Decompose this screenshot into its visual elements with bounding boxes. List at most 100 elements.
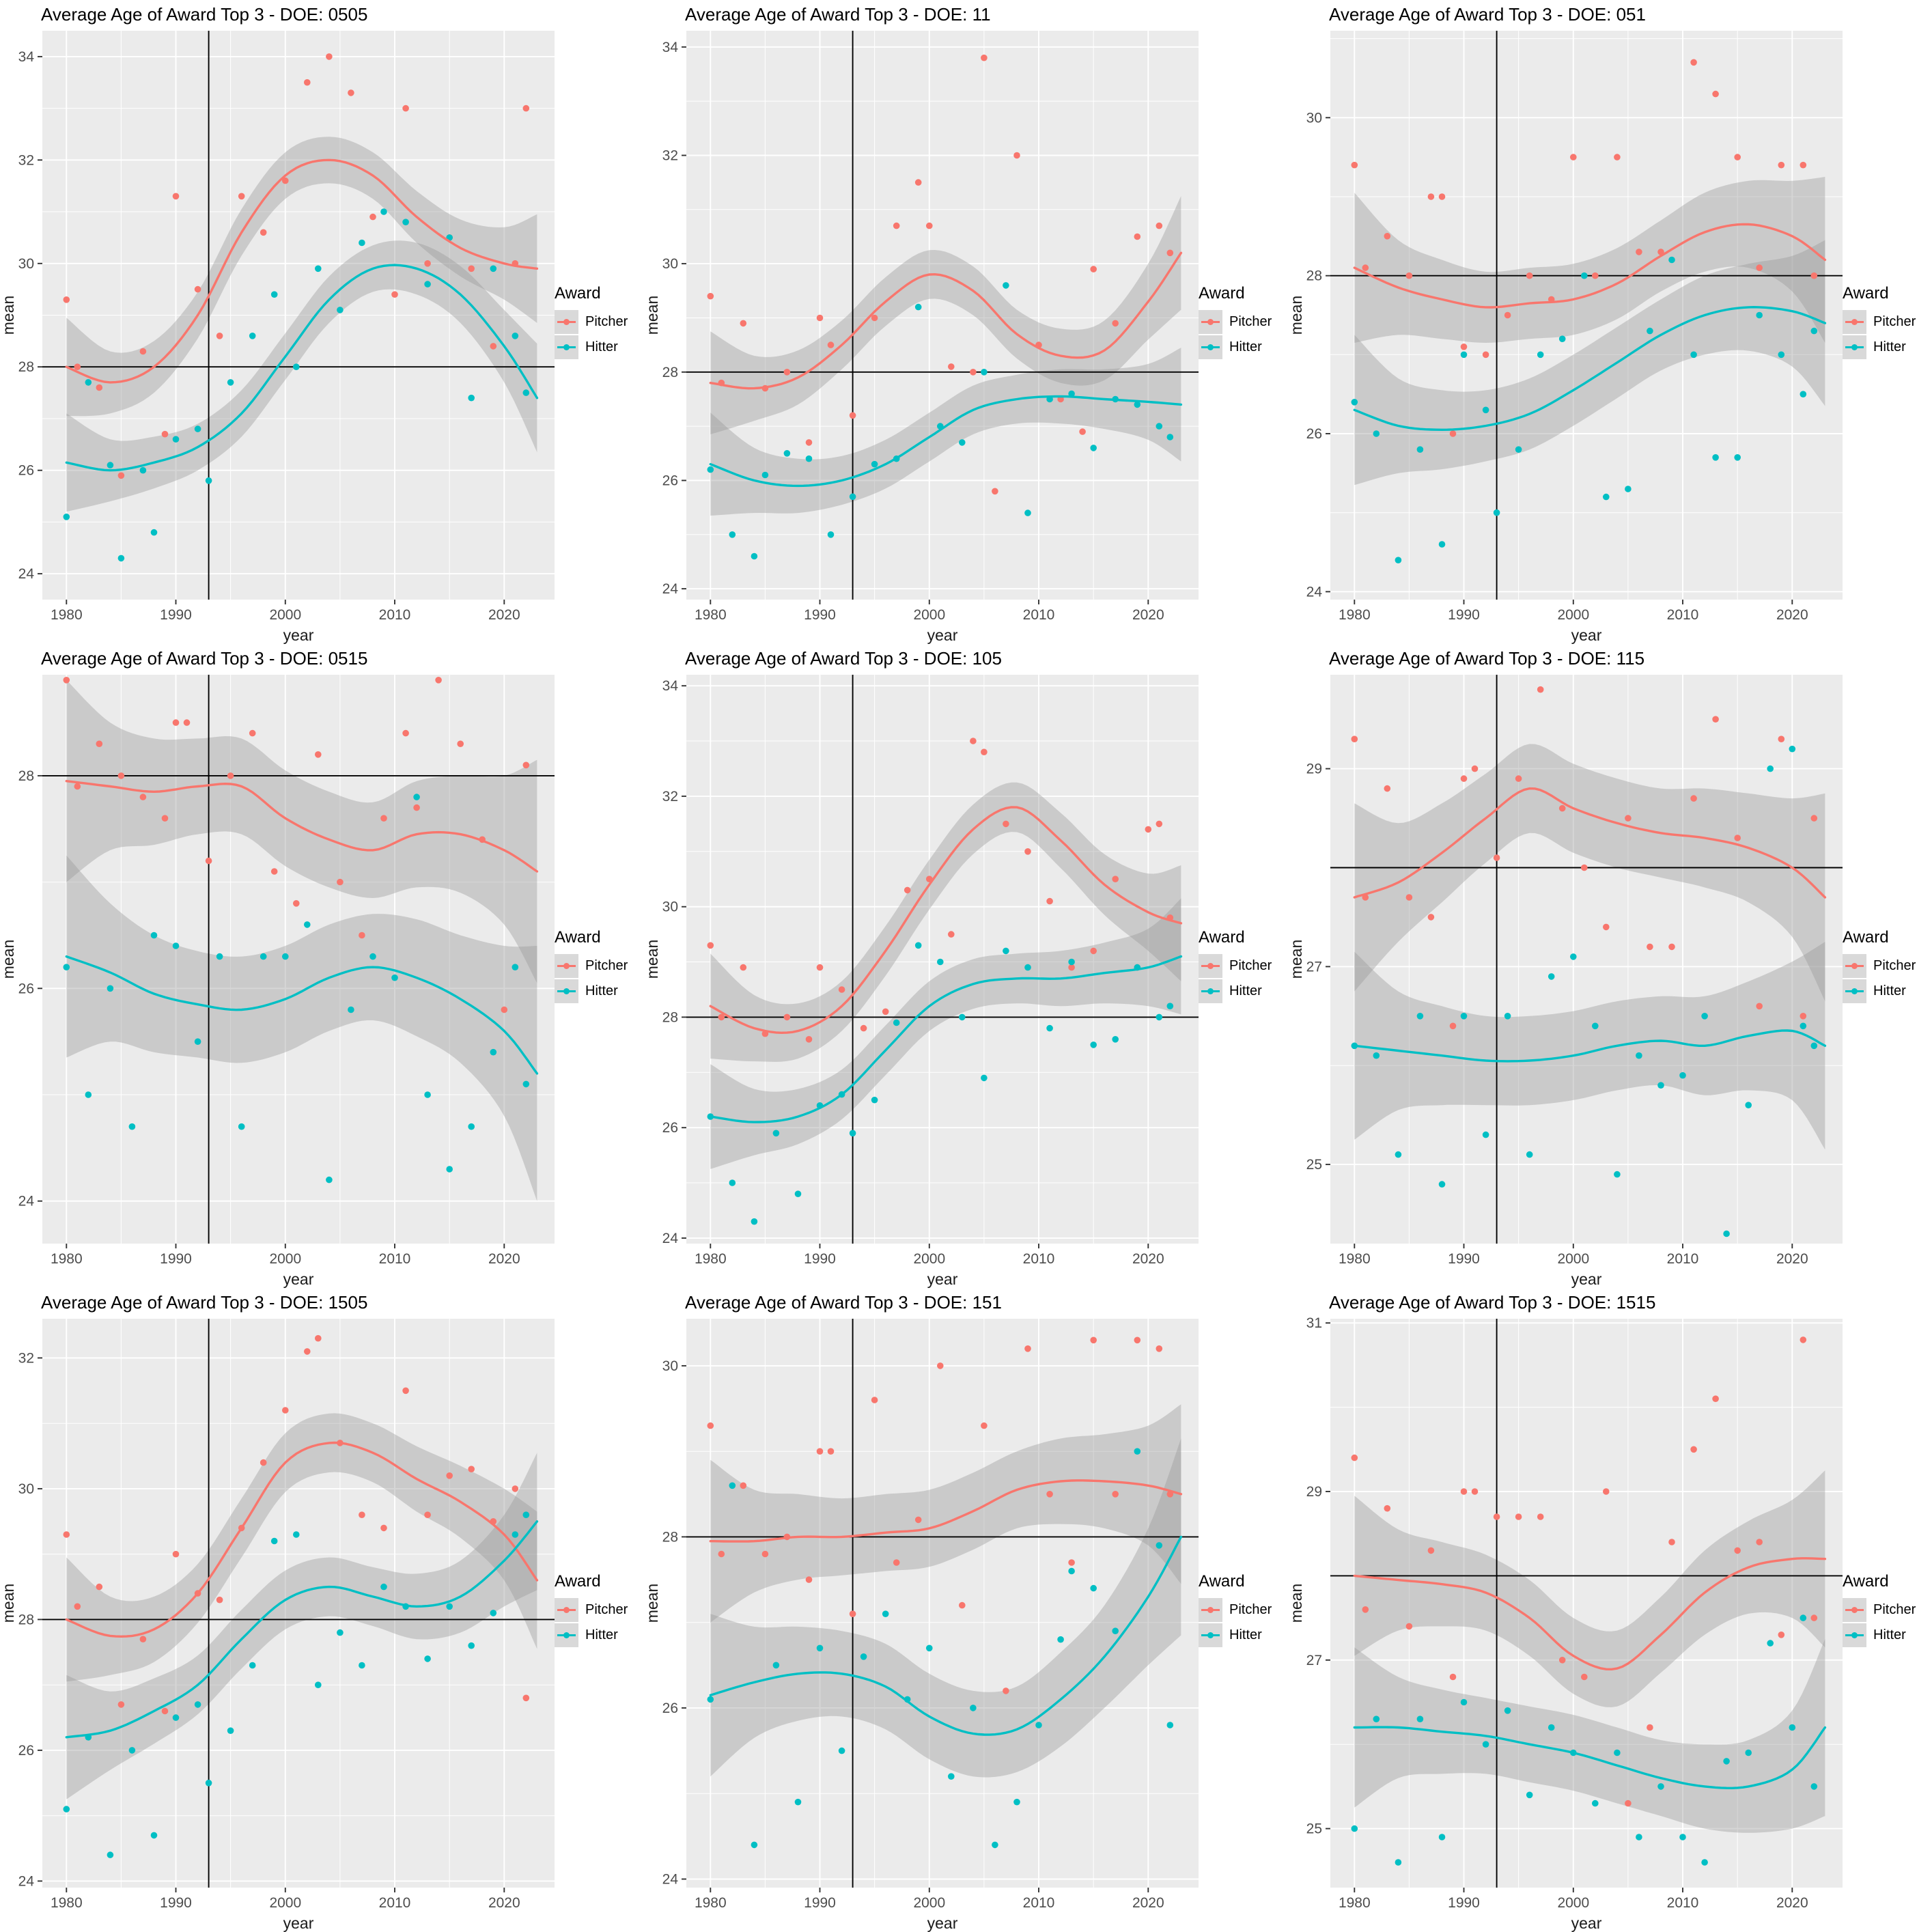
svg-text:1980: 1980 [51,607,83,623]
svg-text:31: 31 [1306,1315,1322,1331]
svg-text:24: 24 [662,581,679,597]
svg-text:1990: 1990 [160,1251,192,1267]
legend-label-pitcher: Pitcher [585,1601,628,1617]
svg-text:28: 28 [1306,268,1322,284]
svg-text:2000: 2000 [1557,1895,1589,1911]
svg-text:34: 34 [662,678,679,694]
svg-text:1990: 1990 [160,1895,192,1911]
legend-item-hitter: Hitter [555,979,642,1003]
subplot-doe-0515: 1980 1990 2000 2010 2020 24 26 28 year mean Avera… [0,644,644,1288]
legend-label-pitcher: Pitcher [1229,1601,1272,1617]
svg-text:26: 26 [662,473,678,489]
svg-text:2020: 2020 [1132,1895,1164,1911]
svg-text:29: 29 [1306,1484,1322,1500]
legend: Award Pitcher Hitter [1843,928,1930,1005]
svg-text:2010: 2010 [1023,607,1055,623]
svg-text:year: year [283,1270,314,1288]
hitter-key-icon [1199,979,1222,1003]
legend-label-hitter: Hitter [585,983,618,998]
legend-title: Award [555,1571,601,1591]
chart-title: Average Age of Award Top 3 - DOE: 051 [1329,4,1646,25]
svg-text:30: 30 [18,256,34,272]
svg-text:mean: mean [1288,296,1305,335]
legend: Award Pitcher Hitter [1843,284,1930,361]
svg-text:34: 34 [18,49,35,65]
hitter-key-icon [555,335,578,359]
legend-label-pitcher: Pitcher [1229,313,1272,329]
legend-item-pitcher: Pitcher [1843,1597,1930,1622]
subplot-doe-0505: 1980 1990 2000 2010 2020 24 26 28 30 32 34 year mean… [0,0,644,644]
svg-text:2010: 2010 [379,1895,411,1911]
svg-text:29: 29 [1306,761,1322,777]
svg-text:26: 26 [18,1743,34,1759]
legend-title: Award [555,927,601,947]
legend-item-pitcher: Pitcher [1199,309,1286,334]
pitcher-key-icon [1843,309,1866,334]
svg-text:year: year [927,1270,958,1288]
svg-text:32: 32 [662,148,678,164]
pitcher-key-icon [1199,953,1222,978]
svg-text:2010: 2010 [379,607,411,623]
pitcher-key-icon [555,309,578,334]
svg-text:year: year [283,1914,314,1932]
legend-label-hitter: Hitter [1873,339,1906,354]
chart-title: Average Age of Award Top 3 - DOE: 1505 [41,1292,368,1313]
svg-text:1990: 1990 [1448,1895,1480,1911]
svg-text:2010: 2010 [1667,1251,1699,1267]
legend-label-hitter: Hitter [1229,983,1262,998]
svg-text:1990: 1990 [1448,1251,1480,1267]
legend: Award Pitcher Hitter [1199,1572,1286,1649]
chart-canvas-doe-051: 1980 1990 2000 2010 2020 24 26 28 30 year mean [1288,31,1843,644]
svg-text:year: year [1571,626,1602,644]
svg-text:32: 32 [662,789,678,804]
hitter-key-icon [1843,979,1866,1003]
svg-text:2010: 2010 [1667,1895,1699,1911]
svg-text:24: 24 [662,1872,679,1888]
legend-item-pitcher: Pitcher [555,309,642,334]
svg-text:24: 24 [1306,584,1323,600]
legend-label-hitter: Hitter [585,339,618,354]
svg-text:28: 28 [662,365,678,380]
svg-text:2000: 2000 [269,1895,301,1911]
svg-text:1980: 1980 [51,1895,83,1911]
svg-text:2010: 2010 [1667,607,1699,623]
svg-text:2000: 2000 [1557,1251,1589,1267]
legend-title: Award [1843,927,1889,947]
legend: Award Pitcher Hitter [555,1572,642,1649]
chart-title: Average Age of Award Top 3 - DOE: 115 [1329,648,1645,669]
svg-text:mean: mean [0,296,17,335]
svg-text:mean: mean [1288,940,1305,979]
svg-text:26: 26 [662,1120,678,1136]
svg-text:2010: 2010 [1023,1251,1055,1267]
svg-text:2020: 2020 [1132,607,1164,623]
chart-canvas-doe-115: 1980 1990 2000 2010 2020 25 27 29 year mean [1288,675,1843,1288]
svg-text:mean: mean [0,940,17,979]
svg-text:24: 24 [662,1231,679,1246]
chart-canvas-doe-105: 1980 1990 2000 2010 2020 24 26 28 30 32 34 year mean [644,675,1199,1288]
svg-text:2020: 2020 [488,1251,520,1267]
svg-text:year: year [927,1914,958,1932]
legend-label-hitter: Hitter [1873,983,1906,998]
svg-text:27: 27 [1306,1653,1322,1668]
svg-text:1990: 1990 [804,1251,836,1267]
legend-item-hitter: Hitter [1199,1623,1286,1647]
legend-title: Award [1199,283,1245,303]
pitcher-key-icon [555,1597,578,1622]
svg-text:year: year [283,626,314,644]
legend-title: Award [1199,1571,1245,1591]
legend: Award Pitcher Hitter [1199,928,1286,1005]
legend-item-hitter: Hitter [1199,335,1286,359]
legend-item-pitcher: Pitcher [555,953,642,978]
svg-text:1990: 1990 [804,1895,836,1911]
svg-text:24: 24 [18,1873,35,1889]
svg-text:28: 28 [662,1009,678,1025]
svg-text:1980: 1980 [695,607,727,623]
svg-text:2020: 2020 [488,1895,520,1911]
svg-text:24: 24 [18,566,35,582]
legend-label-hitter: Hitter [1229,339,1262,354]
subplot-doe-11: 1980 1990 2000 2010 2020 24 26 28 30 32 34 year mean… [644,0,1288,644]
svg-text:1980: 1980 [695,1251,727,1267]
subplot-doe-151: 1980 1990 2000 2010 2020 24 26 28 30 year mean Ave… [644,1288,1288,1932]
svg-text:year: year [1571,1270,1602,1288]
